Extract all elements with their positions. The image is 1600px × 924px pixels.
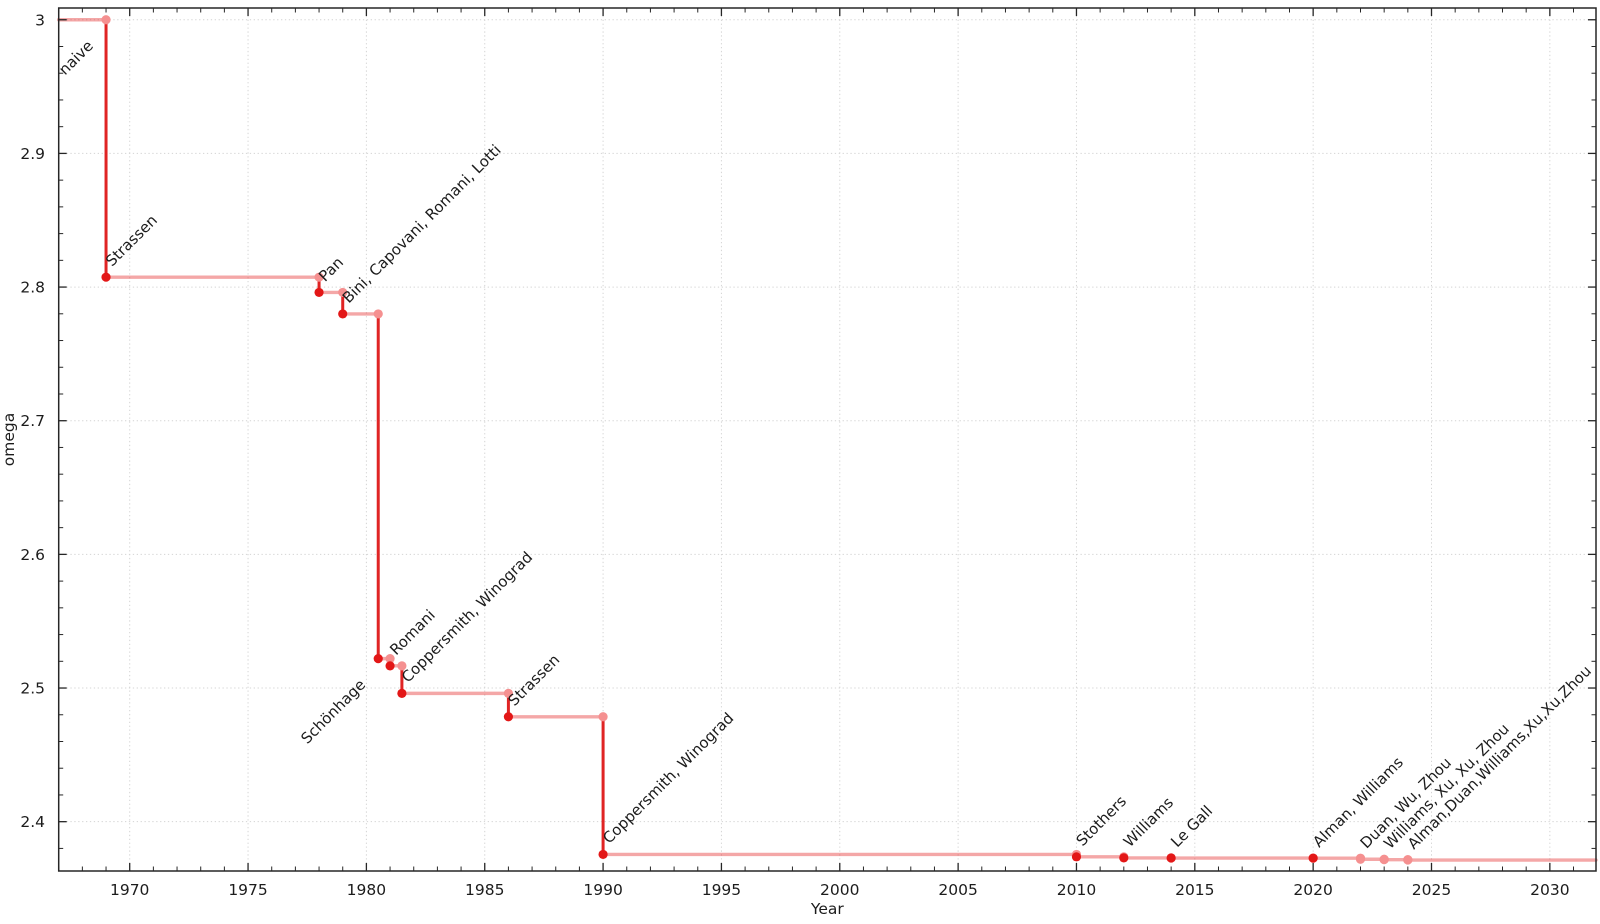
x-tick-label: 1980 [347,881,386,899]
axis-ticks [58,8,1596,871]
y-tick-label: 2.8 [20,279,45,297]
point-label-williams-xu-xu-zhou: Williams, Xu, Xu, Zhou [1380,720,1513,853]
point-label-strassen: Strassen [102,211,161,270]
x-tick-label: 1995 [702,881,741,899]
data-points [101,15,1413,865]
x-tick-label: 2010 [1057,881,1096,899]
plateau-end-point [338,287,348,298]
plot-frame [57,7,1597,872]
plateau-end-point [385,654,395,664]
point-label-alman-duan-williams-xu-xu-zhou: Alman,Duan,Williams,Xu,Xu,Zhou [1404,662,1595,853]
y-tick-label: 3 [35,11,45,29]
data-point-romani [385,661,395,671]
plateau-end-point [101,15,111,25]
data-point-sch-nhage [373,654,383,664]
plateau-end-point [503,688,514,698]
x-tick-label: 1975 [228,881,267,899]
plateau-end-point [397,661,407,671]
data-point-coppersmith-winograd [397,688,407,698]
y-tick-label: 2.5 [20,680,45,698]
point-label-sch-nhage: Schönhage [297,676,369,748]
point-label-naive: naive [55,37,97,79]
point-label-coppersmith-winograd: Coppersmith, Winograd [599,709,737,847]
plateau-end-point [314,272,324,282]
step-line-series [57,18,1598,862]
data-point-strassen [101,272,111,282]
x-tick-label: 2030 [1530,881,1569,899]
y-axis-title: omega [0,413,18,466]
x-tick-label: 2025 [1412,881,1451,899]
y-tick-label: 2.9 [20,145,45,163]
data-point-pan [314,287,324,298]
tick-labels: 1970 1975 1980 1985 1990 1995 2000 2005 2010 2015… [20,11,1569,899]
plateau-end-point [598,712,608,722]
data-point-strassen [503,712,514,722]
point-label-strassen: Strassen [505,651,564,710]
data-point-stothers [1071,852,1082,862]
x-tick-label: 2015 [1175,881,1214,899]
point-label-bini-capovani-romani-lotti: Bini, Capovani, Romani, Lotti [339,141,505,307]
gridlines [58,8,1596,871]
x-tick-label: 1985 [465,881,504,899]
data-point-coppersmith-winograd [598,849,608,860]
x-tick-label: 1970 [110,881,149,899]
point-label-le-gall: Le Gall [1167,802,1216,851]
x-tick-label: 2005 [938,881,977,899]
plateau-end-point [373,309,383,319]
x-tick-label: 1990 [583,881,622,899]
x-tick-label: 2020 [1293,881,1332,899]
x-tick-label: 2000 [820,881,859,899]
y-tick-label: 2.4 [20,813,45,831]
data-point-williams-xu-xu-zhou [1379,855,1389,865]
data-point-alman-williams [1308,853,1318,863]
data-point-le-gall [1166,853,1176,863]
data-point-alman-duan-williams-xu-xu-zhou [1403,855,1413,865]
y-tick-label: 2.6 [20,546,45,564]
x-axis-title: Year [810,900,844,918]
point-label-stothers: Stothers [1073,792,1131,850]
data-point-duan-wu-zhou [1355,854,1366,864]
data-point-williams [1119,853,1129,863]
data-point-bini-capovani-romani-lotti [338,309,348,319]
y-tick-label: 2.7 [20,412,45,430]
